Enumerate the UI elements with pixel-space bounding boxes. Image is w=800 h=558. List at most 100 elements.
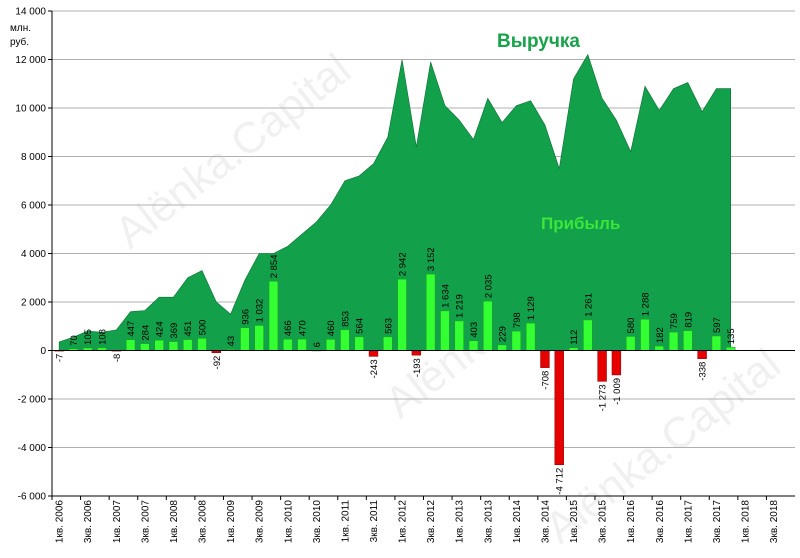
profit-data-label: 819 <box>683 312 694 328</box>
revenue-area-layer <box>58 53 732 351</box>
profit-bar <box>154 339 164 351</box>
x-tick-label: 3кв. 2016 <box>655 500 666 543</box>
x-tick-label: 3кв. 2011 <box>369 500 380 543</box>
profit-bar <box>368 350 379 357</box>
unit-label-line1: млн. <box>10 23 31 34</box>
profit-data-label: 563 <box>383 318 394 334</box>
profit-data-label: 43 <box>226 336 237 347</box>
profit-bar <box>297 338 307 351</box>
x-tick-label: 3кв. 2013 <box>483 500 494 543</box>
x-tick-label: 3кв. 2008 <box>198 500 209 543</box>
profit-data-label: 2 854 <box>269 255 280 279</box>
x-tick-label: 1кв. 2013 <box>455 500 466 543</box>
profit-bar <box>540 350 550 368</box>
profit-data-label: 112 <box>569 330 580 345</box>
x-tick-label: 1кв. 2009 <box>226 500 237 543</box>
profit-data-label: 597 <box>712 317 723 333</box>
profit-data-label: 135 <box>726 328 737 344</box>
profit-data-label: 470 <box>298 320 309 336</box>
profit-data-label: 936 <box>240 309 251 325</box>
profit-bar <box>683 330 693 351</box>
profit-data-label: 3 152 <box>426 247 437 271</box>
profit-bar <box>283 338 293 351</box>
x-tick-label: 3кв. 2012 <box>426 500 437 543</box>
profit-data-label: 564 <box>355 318 366 334</box>
profit-bar <box>640 319 650 351</box>
x-tick-label: 1кв. 2008 <box>169 500 180 543</box>
profit-bar <box>597 350 607 382</box>
profit-bar <box>483 300 493 351</box>
x-tick-label: 3кв. 2007 <box>140 500 151 543</box>
profit-bar <box>468 340 479 351</box>
profit-bar <box>240 327 250 351</box>
profit-data-label: 466 <box>283 320 294 336</box>
profit-data-label: 798 <box>512 312 523 328</box>
profit-data-label: 451 <box>183 321 194 337</box>
profit-bar <box>197 338 207 351</box>
profit-data-label: 108 <box>98 329 109 345</box>
profit-data-label: -8 <box>112 354 123 362</box>
profit-data-label: 229 <box>498 326 509 342</box>
x-tick-label: 1кв. 2015 <box>569 500 580 543</box>
x-tick-label: 1кв. 2014 <box>512 500 523 543</box>
profit-data-label: 403 <box>469 322 480 338</box>
profit-data-label: 105 <box>83 329 94 345</box>
profit-data-label: 447 <box>126 321 137 337</box>
profit-data-label: -338 <box>698 362 709 381</box>
profit-data-label: 182 <box>655 327 666 343</box>
x-tick-label: 3кв. 2017 <box>712 500 723 543</box>
x-tick-label: 3кв. 2009 <box>255 500 266 543</box>
y-tick-label: -4 000 <box>18 443 47 454</box>
profit-bar <box>583 319 593 351</box>
profit-data-label: -4 712 <box>555 468 566 495</box>
profit-data-label: -243 <box>369 359 380 378</box>
profit-bar <box>525 322 536 351</box>
profit-bar <box>397 278 407 351</box>
profit-bar <box>497 344 507 351</box>
x-tick-label: 1кв. 2007 <box>112 500 123 543</box>
profit-data-label: 2 942 <box>398 252 409 276</box>
profit-data-label: -92 <box>212 356 223 370</box>
profit-bar <box>668 331 679 351</box>
profit-data-label: 580 <box>626 318 637 334</box>
profit-bar <box>454 320 464 351</box>
x-tick-label: 1кв. 2012 <box>398 500 409 543</box>
profit-data-label: 1 032 <box>255 299 266 323</box>
profit-bar <box>611 350 622 376</box>
profit-bar <box>254 325 264 351</box>
profit-data-label: 460 <box>326 320 337 336</box>
profit-bar <box>140 343 150 351</box>
profit-data-label: 284 <box>140 325 151 341</box>
profit-bar <box>626 336 636 351</box>
y-tick-label: 10 000 <box>15 104 46 115</box>
profit-data-label: 2 035 <box>483 274 494 298</box>
profit-bar <box>511 330 522 351</box>
profit-data-label: 6 <box>312 342 323 347</box>
profit-bar <box>697 350 707 359</box>
x-tick-label: 3кв. 2014 <box>540 500 551 543</box>
profit-data-label: 1 219 <box>455 294 466 318</box>
x-tick-label: 1кв. 2006 <box>55 500 66 543</box>
x-tick-label: 3кв. 2015 <box>598 500 609 543</box>
profit-bar <box>654 345 664 351</box>
profit-data-label: 1 261 <box>583 293 594 317</box>
profit-bar <box>325 339 336 351</box>
x-tick-label: 1кв. 2011 <box>340 500 351 543</box>
profit-data-label: -1 009 <box>612 378 623 405</box>
y-tick-label: 12 000 <box>15 55 46 66</box>
x-tick-label: 1кв. 2017 <box>683 500 694 543</box>
y-tick-label: 14 000 <box>15 7 46 18</box>
x-tick-label: 3кв. 2010 <box>312 500 323 543</box>
y-tick-label: -2 000 <box>18 395 47 406</box>
profit-bar <box>425 273 436 351</box>
axes: -6 000 -4 000 -2 000 0 2 000 4 000 6 000 8 000 1… <box>15 7 795 543</box>
profit-data-label: -1 273 <box>598 384 609 411</box>
profit-data-label: -708 <box>540 371 551 390</box>
revenue-annotation: Выручка <box>497 31 580 52</box>
x-tick-label: 1кв. 2016 <box>626 500 637 543</box>
profit-data-label: 1 634 <box>440 284 451 308</box>
profit-bar <box>711 335 722 351</box>
profit-data-label: -7 <box>55 354 66 362</box>
x-tick-label: 1кв. 2010 <box>283 500 294 543</box>
y-tick-label: 2 000 <box>21 298 46 309</box>
